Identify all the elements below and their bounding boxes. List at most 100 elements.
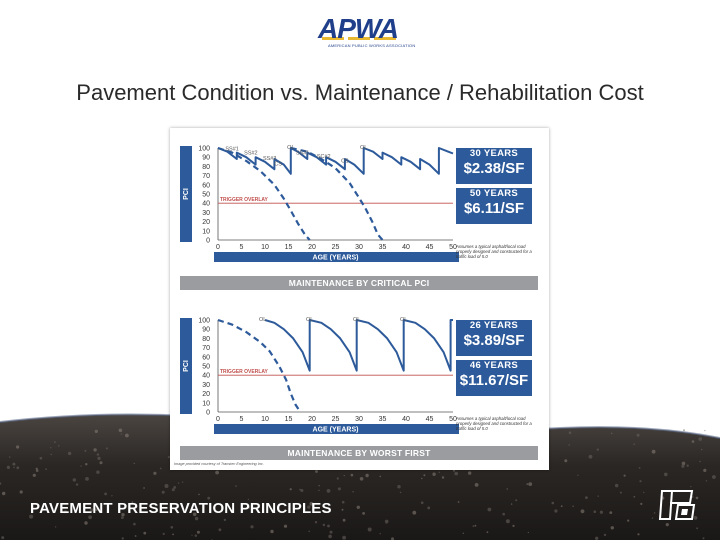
x-tick-label: 35 — [379, 244, 387, 251]
card-years: 50 YEARS — [469, 188, 519, 199]
worst-first-banner: MAINTENANCE BY WORST FIRST — [180, 446, 538, 460]
y-tick-label: 100 — [198, 318, 210, 325]
assumption-note: Assumes a typical asphalt/local road pro… — [456, 416, 532, 431]
figure-card: PCI 0 10 20 30 40 50 60 70 80 90 100 0 5 10 15 20 25 30 35 4… — [170, 128, 549, 470]
cost-card-46-years: 46 YEARS $11.67/SF — [456, 360, 532, 396]
slide-title: Pavement Condition vs. Maintenance / Reh… — [76, 80, 644, 105]
x-tick-label: 10 — [261, 416, 269, 423]
x-tick-label: 10 — [261, 244, 269, 251]
card-years: 30 YEARS — [469, 148, 519, 159]
treatment-annotation: OL — [360, 145, 367, 151]
y-tick-label: 70 — [202, 173, 210, 180]
y-tick-label: 20 — [202, 391, 210, 398]
x-tick-label: 50 — [449, 416, 457, 423]
x-tick-label: 40 — [402, 416, 410, 423]
pci-maintained-line — [264, 319, 453, 372]
image-credit: Image provided courtesy of Transtec Engi… — [174, 462, 264, 466]
cost-card-26-years: 26 YEARS $3.89/SF — [456, 320, 532, 356]
x-tick-label: 45 — [426, 416, 434, 423]
card-cost: $11.67/SF — [459, 372, 529, 389]
x-axis-label-bar — [214, 252, 459, 262]
y-axis-label-bar — [180, 318, 192, 414]
treatment-annotation: SS#1 — [225, 147, 238, 153]
y-tick-label: 80 — [202, 336, 210, 343]
footer-title: PAVEMENT PRESERVATION PRINCIPLES — [30, 500, 332, 517]
y-tick-label: 60 — [202, 354, 210, 361]
card-cost: $2.38/SF — [463, 160, 525, 177]
pp-monogram-icon — [658, 490, 696, 520]
y-tick-label: 90 — [202, 155, 210, 162]
card-cost: $6.11/SF — [463, 200, 525, 217]
y-tick-label: 100 — [198, 146, 210, 153]
treatment-annotation: CS — [274, 161, 282, 167]
x-tick-label: 15 — [285, 244, 293, 251]
trigger-overlay-label: TRIGGER OVERLAY — [220, 197, 269, 203]
y-axis-label: PCI — [183, 188, 190, 200]
treatment-annotation: OL — [306, 317, 313, 323]
x-tick-label: 20 — [308, 244, 316, 251]
logo-stripe — [322, 37, 344, 40]
y-tick-label: 10 — [202, 400, 210, 407]
worst-first-chart: PCI 0 10 20 30 40 50 60 70 80 90 100 0 5 10 15 20 25 30 35 4… — [180, 317, 459, 434]
treatment-annotation: SC#2 — [317, 154, 331, 160]
y-tick-label: 60 — [202, 182, 210, 189]
pci-decay-dashed-line — [290, 146, 384, 241]
treatment-annotation: OL — [400, 317, 407, 323]
y-tick-label: 40 — [202, 373, 210, 380]
trigger-overlay-label: TRIGGER OVERLAY — [220, 369, 269, 375]
y-tick-label: 50 — [202, 192, 210, 199]
treatment-annotation: SS#1 — [296, 150, 309, 156]
x-tick-label: 30 — [355, 416, 363, 423]
logo-subtext: AMERICAN PUBLIC WORKS ASSOCIATION — [328, 43, 416, 48]
x-tick-label: 50 — [449, 244, 457, 251]
treatment-annotation: OL — [287, 145, 294, 151]
x-tick-label: 20 — [308, 416, 316, 423]
apwa-logo: APWA AMERICAN PUBLIC WORKS ASSOCIATION — [318, 13, 415, 50]
x-tick-label: 15 — [285, 416, 293, 423]
logo-wordmark: APWA — [318, 13, 399, 44]
y-axis-label: PCI — [183, 360, 190, 372]
y-tick-label: 40 — [202, 201, 210, 208]
cost-card-50-years: 50 YEARS $6.11/SF — [456, 188, 532, 224]
logo-stripe — [374, 37, 396, 40]
x-tick-label: 30 — [355, 244, 363, 251]
treatment-annotation: SS#3 — [263, 156, 276, 162]
pci-decay-dashed-line — [217, 318, 302, 413]
y-tick-label: 0 — [206, 410, 210, 417]
cost-card-30-years: 30 YEARS $2.38/SF — [456, 148, 532, 184]
treatment-annotation: OL — [259, 317, 266, 323]
x-axis-label-bar — [214, 424, 459, 434]
x-tick-label: 0 — [216, 244, 220, 251]
x-tick-label: 5 — [240, 244, 244, 251]
y-tick-label: 80 — [202, 164, 210, 171]
y-tick-label: 30 — [202, 210, 210, 217]
card-cost: $3.89/SF — [463, 332, 525, 349]
treatment-annotation: SS#2 — [244, 150, 257, 156]
x-tick-label: 5 — [240, 416, 244, 423]
x-tick-label: 25 — [332, 244, 340, 251]
y-tick-label: 70 — [202, 345, 210, 352]
y-tick-label: 50 — [202, 364, 210, 371]
x-tick-label: 25 — [332, 416, 340, 423]
critical-pci-chart: PCI 0 10 20 30 40 50 60 70 80 90 100 0 5 10 15 20 25 30 35 4… — [180, 145, 459, 262]
assumption-note: Assumes a typical asphalt/local road pro… — [456, 244, 532, 259]
x-tick-label: 40 — [402, 244, 410, 251]
y-tick-label: 0 — [206, 238, 210, 245]
x-tick-label: 45 — [426, 244, 434, 251]
x-axis-label: AGE (YEARS) — [313, 427, 359, 434]
critical-pci-banner: MAINTENANCE BY CRITICAL PCI — [180, 276, 538, 290]
treatment-annotation: CS — [341, 159, 349, 165]
card-years: 26 YEARS — [469, 320, 519, 331]
x-tick-label: 0 — [216, 416, 220, 423]
x-tick-label: 35 — [379, 416, 387, 423]
y-tick-label: 90 — [202, 327, 210, 334]
logo-stripe — [348, 37, 370, 40]
card-years: 46 YEARS — [469, 360, 519, 371]
y-tick-label: 20 — [202, 219, 210, 226]
pci-maintained-line — [217, 147, 454, 175]
treatment-annotation: OL — [353, 317, 360, 323]
y-tick-label: 30 — [202, 382, 210, 389]
pci-decay-dashed-line — [217, 146, 311, 241]
y-axis-label-bar — [180, 146, 192, 242]
x-axis-label: AGE (YEARS) — [313, 255, 359, 262]
